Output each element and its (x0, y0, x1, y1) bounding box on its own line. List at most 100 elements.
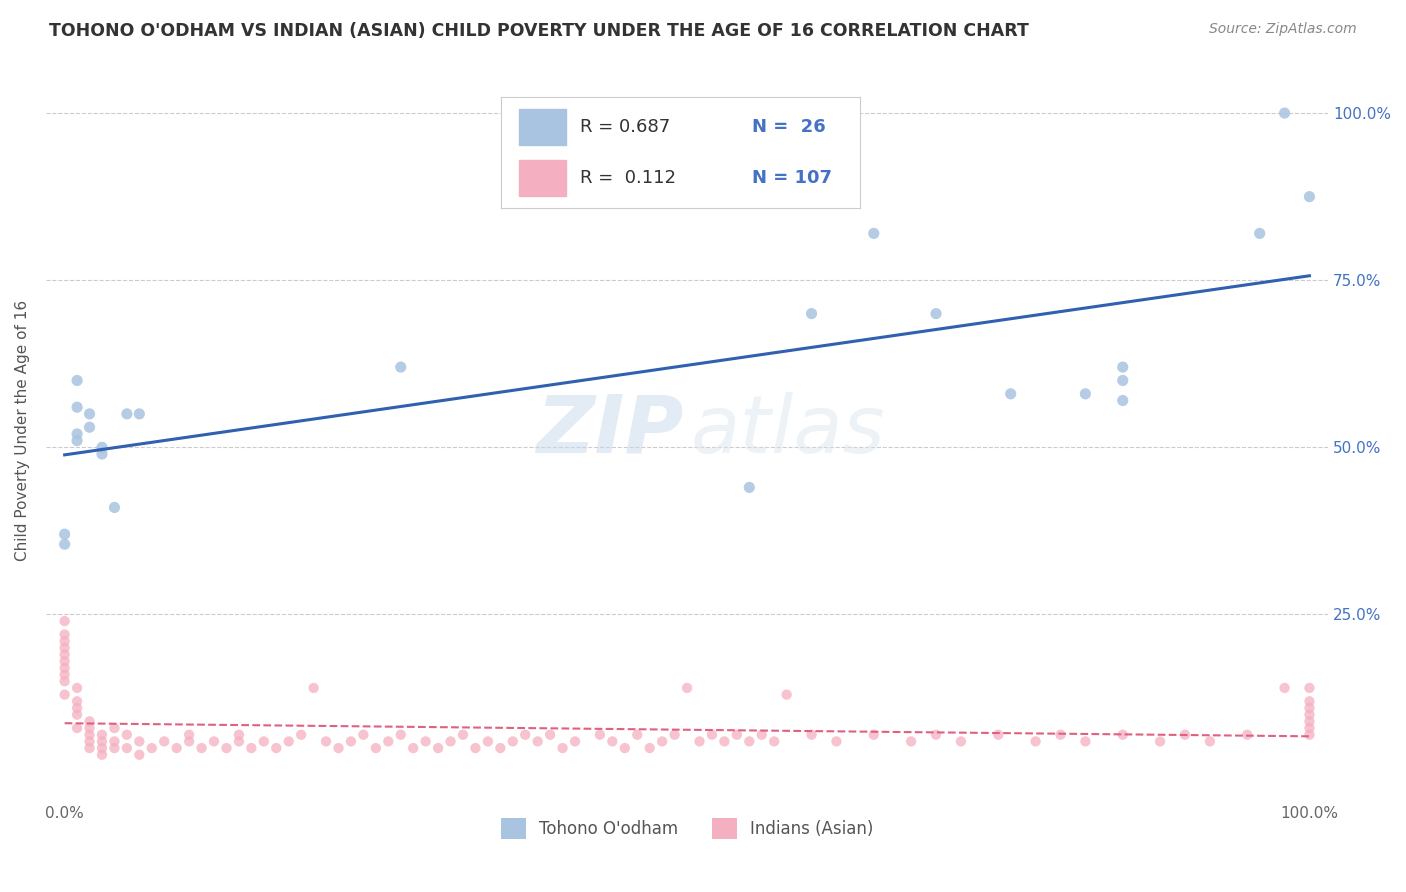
Point (763, 734, 786, 748)
Point (128, 407, 150, 421)
Text: Source: ZipAtlas.com: Source: ZipAtlas.com (1209, 22, 1357, 37)
Text: ZIP: ZIP (536, 392, 683, 469)
Point (515, 728, 537, 742)
Point (53, 667, 76, 681)
Point (228, 734, 250, 748)
Point (402, 741, 425, 756)
Point (538, 728, 561, 742)
Point (1074, 734, 1097, 748)
Point (115, 741, 138, 756)
Point (1249, 227, 1271, 241)
Point (925, 307, 948, 321)
Point (1149, 734, 1171, 748)
Point (1112, 360, 1135, 375)
Point (91, 447, 114, 461)
Point (1112, 728, 1135, 742)
Point (1298, 721, 1320, 735)
Point (115, 407, 138, 421)
Point (53, 640, 76, 655)
Point (502, 734, 524, 748)
Point (53, 537, 76, 551)
Point (589, 728, 612, 742)
Point (689, 734, 711, 748)
Point (53, 634, 76, 648)
Point (302, 681, 325, 695)
Point (290, 728, 312, 742)
Point (53, 661, 76, 675)
Point (53, 688, 76, 702)
Point (751, 728, 773, 742)
Point (53, 654, 76, 668)
Point (153, 734, 176, 748)
Point (228, 728, 250, 742)
Point (389, 728, 412, 742)
Point (987, 728, 1010, 742)
Point (66, 721, 89, 735)
Point (1199, 734, 1222, 748)
Point (79, 721, 101, 735)
Point (1236, 728, 1258, 742)
Point (489, 741, 512, 756)
Point (128, 747, 150, 762)
Point (862, 728, 884, 742)
Point (900, 734, 922, 748)
Point (551, 741, 574, 756)
Point (775, 688, 797, 702)
Legend: Tohono O'odham, Indians (Asian): Tohono O'odham, Indians (Asian) (494, 812, 880, 846)
Point (91, 440, 114, 454)
Point (253, 734, 276, 748)
Point (53, 674, 76, 689)
Point (613, 741, 636, 756)
Point (626, 728, 648, 742)
Point (79, 741, 101, 756)
Point (103, 734, 125, 748)
Point (91, 747, 114, 762)
Point (79, 714, 101, 729)
Point (66, 434, 89, 448)
Point (277, 734, 299, 748)
Point (1298, 701, 1320, 715)
Point (128, 734, 150, 748)
Point (700, 728, 723, 742)
Point (1298, 728, 1320, 742)
Text: TOHONO O'ODHAM VS INDIAN (ASIAN) CHILD POVERTY UNDER THE AGE OF 16 CORRELATION C: TOHONO O'ODHAM VS INDIAN (ASIAN) CHILD P… (49, 22, 1029, 40)
Point (79, 734, 101, 748)
Point (91, 728, 114, 742)
Point (166, 741, 188, 756)
Point (1112, 374, 1135, 388)
Point (800, 307, 823, 321)
Point (66, 707, 89, 722)
Point (526, 734, 548, 748)
Point (477, 734, 499, 748)
Point (1049, 728, 1071, 742)
Point (1274, 681, 1296, 695)
Point (66, 426, 89, 441)
Point (451, 728, 474, 742)
Point (53, 614, 76, 628)
Point (66, 400, 89, 414)
Point (638, 741, 661, 756)
Point (364, 741, 387, 756)
Point (676, 681, 699, 695)
Point (800, 728, 823, 742)
Point (53, 627, 76, 641)
Point (53, 648, 76, 662)
Point (328, 741, 350, 756)
Point (240, 741, 263, 756)
Point (115, 728, 138, 742)
Point (862, 227, 884, 241)
Point (377, 734, 399, 748)
Point (1298, 681, 1320, 695)
Point (602, 734, 624, 748)
Point (389, 360, 412, 375)
Point (1112, 393, 1135, 408)
Point (66, 681, 89, 695)
Y-axis label: Child Poverty Under the Age of 16: Child Poverty Under the Age of 16 (15, 300, 30, 561)
Point (713, 734, 735, 748)
Point (1025, 734, 1047, 748)
Point (103, 741, 125, 756)
Point (725, 728, 748, 742)
Point (1274, 106, 1296, 120)
Point (1174, 728, 1197, 742)
Point (179, 728, 201, 742)
